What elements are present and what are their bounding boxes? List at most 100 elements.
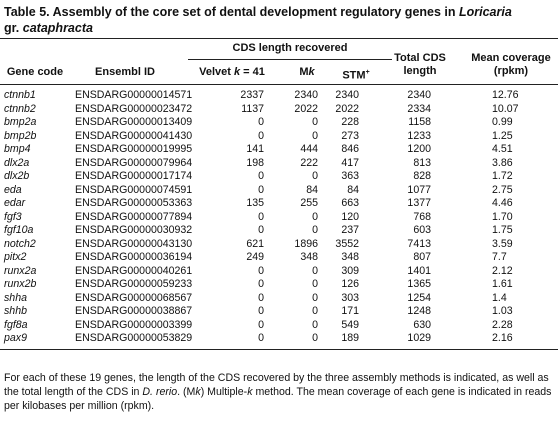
gene-code: dlx2b (4, 170, 30, 182)
ensembl-id: ENSDARG00000077894 (75, 210, 193, 223)
mean-coverage: 1.03 (492, 305, 513, 317)
stm-length: 2340 (335, 89, 359, 101)
velvet-length: 621 (246, 237, 264, 250)
mean-coverage: 2.28 (492, 318, 513, 331)
total-length: 1029 (407, 332, 431, 344)
mean-coverage: 1.75 (492, 224, 513, 236)
ensembl-id: ENSDARG00000074591 (75, 183, 193, 196)
caption: Table 5. Assembly of the core set of den… (4, 4, 554, 36)
stm-length: 237 (341, 224, 359, 236)
stm-length: 3552 (335, 237, 359, 250)
mk-length: 2022 (294, 102, 318, 115)
header-text: (rpkm) (493, 65, 529, 77)
mean-coverage: 3.86 (492, 156, 513, 169)
total-length: 1158 (408, 116, 431, 128)
velvet-length: 135 (246, 197, 264, 209)
velvet-length: 198 (246, 156, 264, 169)
mk-length: 0 (312, 224, 318, 236)
gene-code: dlx2a (4, 156, 30, 169)
velvet-length: 141 (246, 143, 264, 155)
header-text: Mean coverage (471, 52, 551, 64)
mk-length: 0 (312, 278, 318, 290)
velvet-length: 0 (258, 210, 264, 223)
column-header: Velvet k = 41 (190, 66, 274, 79)
header-text: Gene code (6, 66, 64, 78)
velvet-length: 0 (258, 332, 264, 344)
header-text: Total CDS (394, 52, 446, 64)
stm-length: 2022 (335, 102, 359, 115)
mk-length: 0 (312, 291, 318, 304)
header-text: Ensembl ID (95, 66, 155, 78)
ensembl-id: ENSDARG00000019995 (75, 143, 193, 155)
ensembl-id: ENSDARG00000014571 (75, 89, 193, 101)
header-text: + (365, 69, 370, 76)
gene-code: fgf8a (4, 318, 28, 331)
velvet-length: 0 (258, 278, 264, 290)
column-header: Mk (290, 66, 324, 79)
mk-length: 348 (300, 251, 318, 263)
mk-length: 255 (300, 197, 318, 209)
header-text: STM (342, 69, 366, 82)
ensembl-id: ENSDARG00000038867 (75, 305, 193, 317)
caption-species: cataphracta (22, 21, 93, 35)
ensembl-id: ENSDARG00000053363 (75, 197, 193, 209)
total-length: 1365 (407, 278, 431, 290)
stm-length: 663 (341, 197, 359, 209)
mk-length: 0 (312, 129, 318, 142)
mk-length: 222 (300, 156, 318, 169)
mean-coverage: 1.72 (492, 170, 513, 182)
mean-coverage: 2.16 (492, 332, 513, 344)
ensembl-id: ENSDARG00000068567 (75, 291, 193, 304)
ensembl-id: ENSDARG00000041430 (75, 129, 193, 142)
velvet-length: 249 (246, 251, 264, 263)
footnote-text: D. rerio (142, 386, 178, 398)
ensembl-id: ENSDARG00000003399 (75, 318, 193, 331)
column-header: Mean coverage (rpkm) (464, 52, 558, 78)
total-length: 807 (413, 251, 431, 263)
total-length: 1233 (407, 129, 431, 142)
header-text: k (233, 66, 241, 78)
ensembl-id: ENSDARG00000040261 (75, 264, 193, 277)
mk-length: 84 (306, 183, 318, 196)
total-length: 1248 (407, 305, 431, 317)
gene-code: bmp4 (4, 143, 31, 155)
gene-code: ctnnb2 (4, 102, 36, 115)
velvet-length: 0 (258, 318, 264, 331)
ensembl-id: ENSDARG00000013409 (75, 116, 193, 128)
total-length: 7413 (407, 237, 431, 250)
gene-code: fgf3 (4, 210, 22, 223)
mk-length: 0 (312, 264, 318, 277)
header-text: M (299, 66, 309, 78)
total-length: 828 (413, 170, 431, 182)
gene-code: fgf10a (4, 224, 34, 236)
gene-code: pitx2 (4, 251, 27, 263)
gene-code: shhb (4, 305, 27, 317)
caption-label: Table 5. (4, 5, 50, 19)
velvet-length: 0 (258, 264, 264, 277)
footnote-text: ) Multiple- (200, 386, 248, 398)
velvet-length: 0 (258, 224, 264, 236)
stm-length: 348 (341, 251, 359, 263)
total-length: 1401 (407, 264, 431, 277)
stm-length: 171 (341, 305, 359, 317)
footnote-text: k (247, 386, 253, 398)
column-header: Ensembl ID (70, 66, 180, 79)
stm-length: 228 (341, 116, 359, 128)
ensembl-id: ENSDARG00000053829 (75, 332, 193, 344)
ensembl-id: ENSDARG00000030932 (75, 224, 193, 236)
stm-length: 549 (341, 318, 359, 331)
gene-code: bmp2b (4, 129, 37, 142)
mean-coverage: 10.07 (492, 102, 519, 115)
mean-coverage: 4.46 (492, 197, 513, 209)
caption-text: gr. (4, 21, 20, 35)
mk-length: 0 (312, 332, 318, 344)
ensembl-id: ENSDARG00000059233 (75, 278, 193, 290)
gene-code: runx2a (4, 264, 37, 277)
gene-code: runx2b (4, 278, 37, 290)
column-header: Gene code (0, 66, 70, 79)
mk-length: 0 (312, 318, 318, 331)
total-length: 630 (413, 318, 431, 331)
stm-length: 189 (341, 332, 359, 344)
gene-code: ctnnb1 (4, 89, 36, 101)
